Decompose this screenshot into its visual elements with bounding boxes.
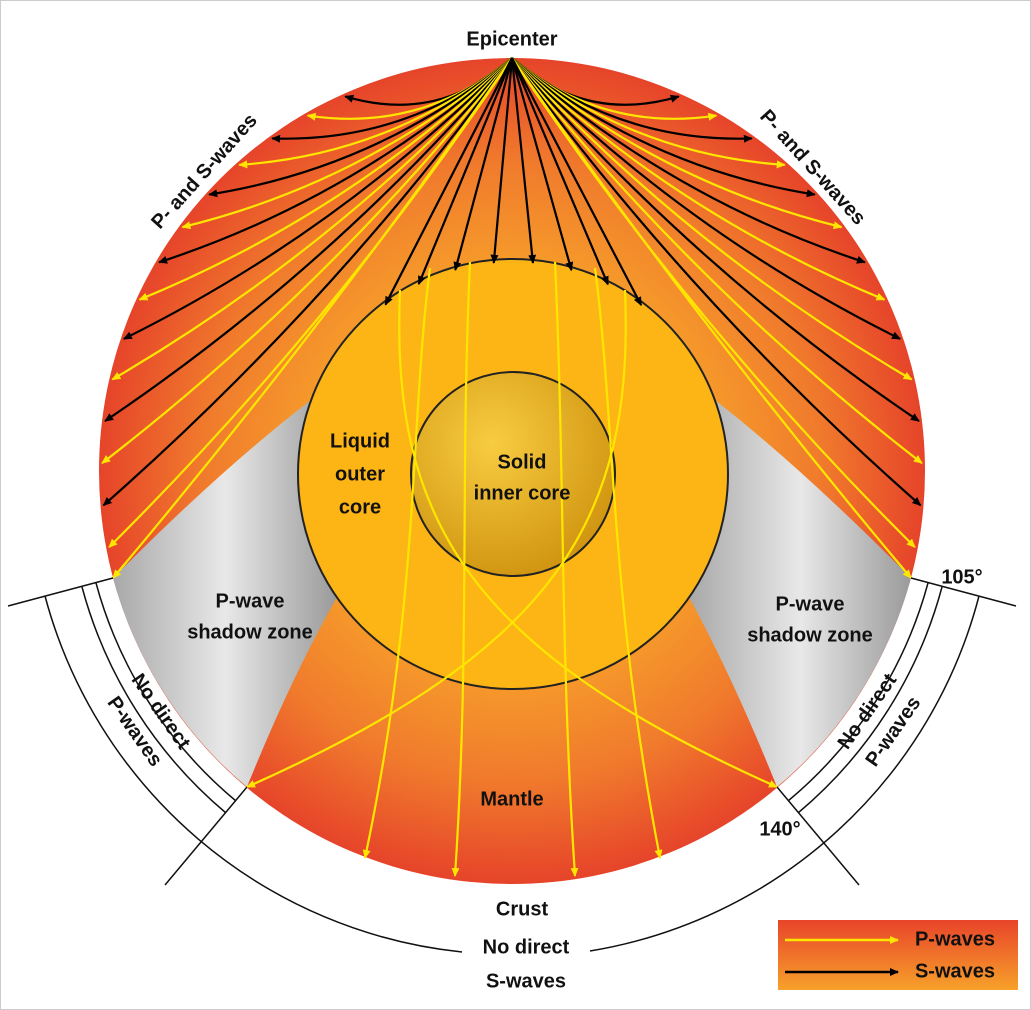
p-wave-ray [112,57,513,579]
legend-label: S-waves [915,960,995,982]
shadow-label: shadow zone [747,624,873,646]
p-wave-ray [362,267,432,859]
angle-label: 140° [759,818,800,840]
epicenter-label: Epicenter [466,28,557,50]
s-wave-ray [490,57,514,264]
rays [101,57,923,877]
s-wave-ray [511,57,902,340]
no-s-label: No direct [483,936,570,958]
s-wave-ray [510,57,537,264]
p-wave-ray [593,267,663,859]
s-wave-ray [102,57,513,507]
s-wave-ray [511,57,920,422]
s-wave-ray [453,57,514,271]
p-wave-ray [511,57,912,579]
outer-core-label: core [339,496,381,518]
s-wave-ray [208,57,513,198]
inner-core [410,371,616,577]
outer-core-label: Liquid [330,430,390,452]
inner-core-label: Solid [498,451,547,473]
p-wave-ray [511,57,886,301]
p-wave-ray [553,261,579,877]
s-wave-ray [511,57,816,198]
legend-box [778,920,1018,990]
s-wave-ray [122,57,513,340]
angle-label: 105° [941,566,982,588]
s-wave-ray [384,57,513,306]
p-wave-ray [101,57,513,464]
shadow-label: P-wave [216,590,285,612]
shadow-label: P-wave [776,593,845,615]
outer-core-label: outer [335,463,385,485]
brackets [7,577,1017,953]
s-wave-ray [104,57,513,422]
shadow-zone-right [689,400,911,787]
mantle-label: Mantle [480,788,543,810]
p-wave-ray [398,289,778,789]
p-wave-ray [181,57,513,230]
inner-core-label: inner core [474,482,571,504]
p-wave-ray [111,57,513,381]
s-wave-ray [510,57,574,272]
s-wave-ray [510,57,609,286]
s-wave-ray [511,57,922,507]
p-wave-ray [138,57,513,301]
p-wave-ray [511,57,923,464]
p-wave-ray [511,57,843,230]
shadow-zone-left [113,400,337,787]
legend: P-waves S-waves [778,920,1018,990]
crust-label: Crust [496,898,549,920]
s-wave-ray [511,57,643,307]
s-wave-ray [158,57,513,264]
legend-label: P-waves [915,928,995,950]
s-wave-ray [511,57,866,264]
p-wave-ray [511,57,913,381]
no-s-label: S-waves [486,970,566,992]
s-wave-ray [417,57,514,286]
shadow-label: shadow zone [187,621,313,643]
p-wave-ray [246,289,627,789]
